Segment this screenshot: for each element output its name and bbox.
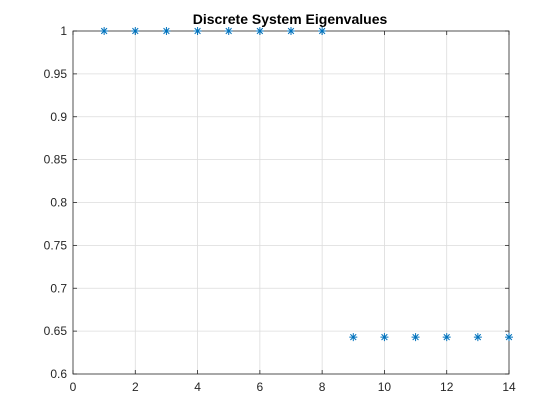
asterisk-stroke (287, 27, 295, 35)
x-tick-label: 12 (440, 380, 454, 394)
y-tick-label: 0.85 (44, 153, 68, 167)
data-points (100, 27, 513, 342)
x-tick-label: 6 (257, 380, 264, 394)
data-point-asterisk (193, 27, 202, 35)
x-tick-label: 2 (132, 380, 139, 394)
y-tick-label: 0.9 (50, 110, 67, 124)
data-point-asterisk (224, 27, 233, 35)
asterisk-stroke (225, 27, 232, 35)
x-tick-label: 14 (502, 380, 516, 394)
y-tick-label: 1 (60, 24, 67, 38)
y-tick-label: 0.75 (44, 238, 68, 252)
asterisk-stroke (474, 333, 482, 341)
asterisk-stroke (318, 27, 326, 35)
asterisk-stroke (350, 333, 357, 341)
data-point-asterisk (131, 27, 140, 35)
asterisk-stroke (443, 333, 450, 341)
y-tick-label: 0.7 (50, 281, 67, 295)
grid-layer (73, 31, 509, 374)
y-axis-ticks: 0.6 0.65 0.7 0.75 0.8 0.85 0.9 0.95 1 (44, 24, 509, 381)
asterisk-stroke (381, 333, 388, 341)
data-point-asterisk (100, 27, 109, 35)
data-point-asterisk (318, 27, 327, 35)
asterisk-stroke (505, 333, 513, 341)
data-point-asterisk (255, 27, 264, 35)
data-point-asterisk (287, 27, 295, 35)
asterisk-stroke (194, 27, 201, 35)
asterisk-stroke (163, 27, 170, 35)
chart-title: Discrete System Eigenvalues (193, 11, 388, 27)
data-point-asterisk (505, 333, 513, 342)
y-tick-label: 0.8 (50, 196, 67, 210)
x-tick-label: 8 (319, 380, 326, 394)
x-tick-label: 10 (378, 380, 392, 394)
x-tick-label: 0 (70, 380, 77, 394)
data-point-asterisk (349, 333, 358, 342)
y-tick-label: 0.6 (50, 367, 67, 381)
data-point-asterisk (442, 333, 451, 342)
asterisk-stroke (256, 27, 264, 35)
asterisk-stroke (132, 27, 139, 35)
data-point-asterisk (380, 333, 389, 342)
x-tick-label: 4 (194, 380, 201, 394)
asterisk-stroke (412, 333, 419, 341)
y-tick-label: 0.65 (44, 324, 68, 338)
data-point-asterisk (162, 27, 171, 35)
y-tick-label: 0.95 (44, 67, 68, 81)
data-point-asterisk (411, 333, 420, 342)
asterisk-stroke (100, 27, 108, 35)
data-point-asterisk (473, 333, 482, 342)
